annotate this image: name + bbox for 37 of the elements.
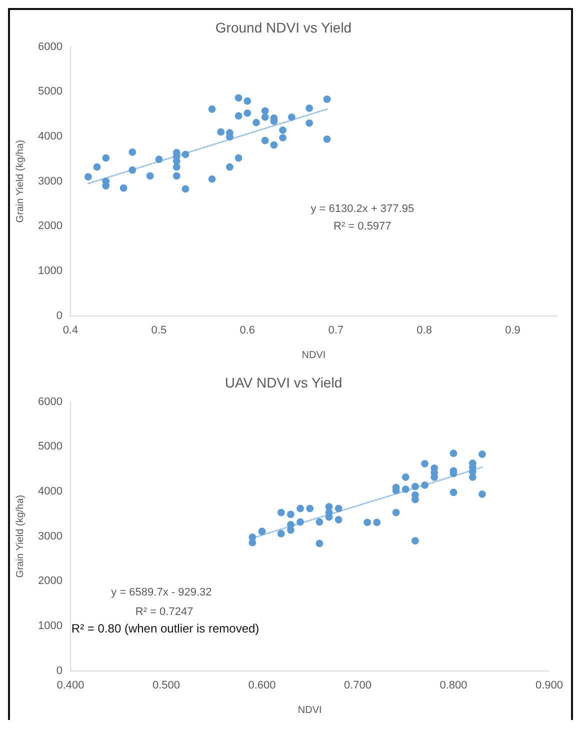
x-tick-label: 0.700: [344, 679, 372, 692]
y-tick-label: 3000: [38, 175, 62, 188]
y-tick-label: 5000: [38, 86, 62, 98]
x-tick-label: 0.5: [151, 324, 167, 336]
chart-title: UAV NDVI vs Yield: [224, 374, 342, 390]
x-tick-label: 0.400: [56, 679, 84, 692]
y-tick-label: 6000: [38, 40, 62, 53]
y-tick-label: 5000: [38, 440, 62, 453]
y-tick-label: 4000: [38, 486, 62, 498]
annotation: R² = 0.7247: [135, 606, 194, 618]
y-tick-label: 6000: [38, 396, 62, 408]
y-tick-label: 1000: [38, 265, 62, 277]
y-axis-title: Grain Yield (kg/ha): [14, 494, 26, 578]
y-tick-label: 2000: [38, 220, 62, 232]
x-tick-label: 0.9: [505, 324, 520, 336]
x-tick-label: 0.500: [152, 679, 180, 692]
x-tick-label: 0.4: [62, 324, 78, 336]
y-tick-label: 0: [56, 310, 62, 322]
y-tick-label: 1000: [38, 620, 62, 632]
y-tick-label: 2000: [38, 575, 62, 588]
x-axis-title: NDVI: [302, 350, 326, 361]
annotation: R² = 0.80 (when outlier is removed): [71, 621, 260, 636]
x-tick-label: 0.600: [248, 679, 276, 692]
y-tick-label: 4000: [38, 130, 62, 142]
annotation: R² = 0.5977: [333, 220, 392, 233]
annotation: y = 6589.7x - 929.32: [111, 586, 212, 598]
y-tick-label: 0: [56, 664, 62, 677]
x-tick-label: 0.7: [328, 324, 344, 336]
x-tick-label: 0.900: [535, 679, 563, 692]
chart-title: Ground NDVI vs Yield: [215, 19, 352, 36]
y-tick-label: 3000: [38, 530, 62, 542]
y-axis-title: Grain Yield (kg/ha): [14, 140, 26, 223]
x-axis-title: NDVI: [298, 704, 322, 716]
x-tick-label: 0.800: [440, 679, 468, 692]
x-tick-label: 0.8: [416, 324, 432, 336]
x-tick-label: 0.6: [240, 324, 256, 336]
annotation: y = 6130.2x + 377.95: [310, 203, 414, 216]
